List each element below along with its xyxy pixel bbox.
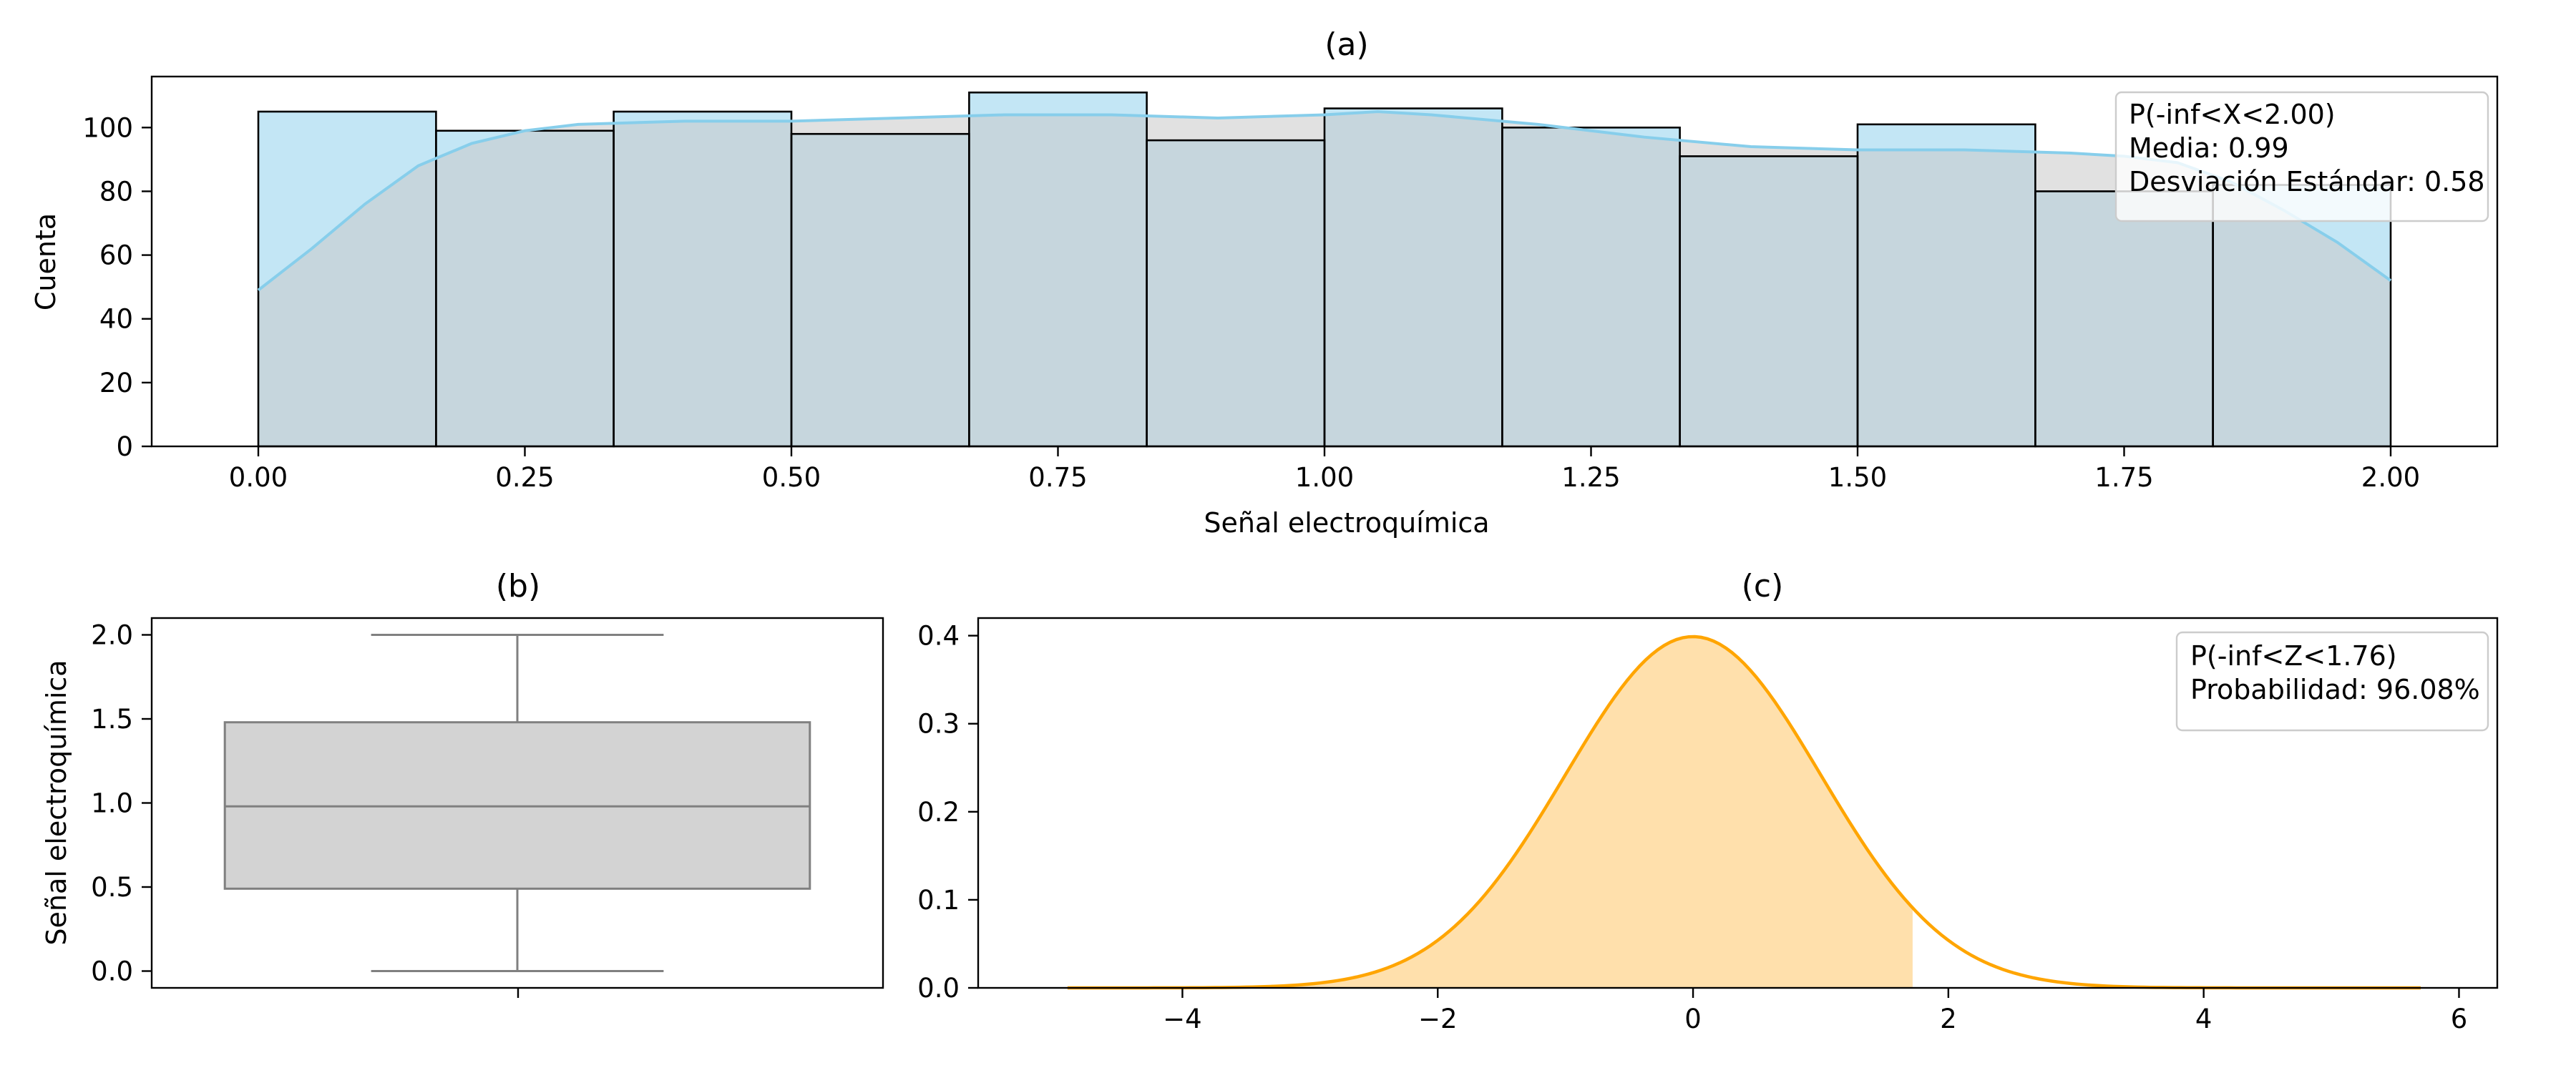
x-tick-label: 2 bbox=[1940, 1004, 1957, 1034]
panel-b-y-axis-label: Señal electroquímica bbox=[41, 660, 72, 945]
x-tick-label: 1.00 bbox=[1295, 462, 1354, 493]
y-tick-label: 100 bbox=[82, 112, 133, 143]
x-tick-label: 1.25 bbox=[1561, 462, 1620, 493]
panel-a-legend-box bbox=[2114, 91, 2489, 222]
x-tick-label: 1.50 bbox=[1828, 462, 1887, 493]
y-tick-label: 20 bbox=[99, 368, 133, 398]
y-tick-label: 0 bbox=[116, 431, 133, 462]
panel-b-boxplot: (b) 0.0 0.5 1.0 1.5 2.0 Señal electroquímica bbox=[41, 568, 884, 998]
panel-a-legend: P(-inf<X<2.00) Media: 0.99 Desviación Es… bbox=[2114, 91, 2489, 222]
panel-a-legend-line-2: Media: 0.99 bbox=[2129, 132, 2289, 164]
panel-b-title: (b) bbox=[496, 568, 540, 604]
x-tick-label: 6 bbox=[2451, 1004, 2468, 1034]
x-tick-label: 4 bbox=[2195, 1004, 2212, 1034]
panel-a-x-axis-label: Señal electroquímica bbox=[1204, 507, 1489, 539]
y-tick-label: 0.5 bbox=[91, 872, 133, 903]
panel-a-plot bbox=[257, 91, 2392, 448]
y-tick-label: 80 bbox=[99, 176, 133, 207]
y-tick-label: 0.2 bbox=[917, 797, 960, 828]
x-tick-label: 1.75 bbox=[2094, 462, 2153, 493]
y-tick-label: 0.0 bbox=[917, 973, 960, 1004]
panel-c-density: (c) −4 −2 0 2 4 6 0.0 0.1 0.2 0.3 0.4 P(-inf<Z<1.… bbox=[917, 568, 2499, 1034]
x-tick-label: 0.25 bbox=[495, 462, 554, 493]
y-tick-label: 60 bbox=[99, 240, 133, 271]
panel-b-plot bbox=[223, 634, 811, 972]
y-tick-label: 1.5 bbox=[91, 704, 133, 735]
y-tick-label: 2.0 bbox=[91, 620, 133, 651]
y-tick-label: 0.4 bbox=[917, 621, 960, 652]
x-tick-label: −2 bbox=[1418, 1004, 1458, 1034]
y-tick-label: 1.0 bbox=[91, 788, 133, 819]
panel-a-histogram: (a) 0.00 0.25 0.50 0.75 1.00 1.25 1.50 1.75 2.00… bbox=[30, 26, 2499, 539]
panel-a-legend-line-1: P(-inf<X<2.00) bbox=[2129, 99, 2336, 130]
y-tick-label: 0.0 bbox=[91, 956, 133, 987]
panel-c-legend-box bbox=[2175, 631, 2489, 732]
panel-a-y-ticks: 0 20 40 60 80 100 bbox=[82, 112, 152, 462]
panel-c-y-ticks: 0.0 0.1 0.2 0.3 0.4 bbox=[917, 621, 978, 1004]
x-tick-label: 2.00 bbox=[2361, 462, 2420, 493]
density-shaded-area bbox=[1067, 636, 1913, 988]
y-tick-label: 0.3 bbox=[917, 709, 960, 740]
x-tick-label: 0.50 bbox=[762, 462, 821, 493]
panel-a-x-ticks: 0.00 0.25 0.50 0.75 1.00 1.25 1.50 1.75 2.00 bbox=[229, 446, 2420, 493]
panel-c-x-ticks: −4 −2 0 2 4 6 bbox=[1163, 988, 2467, 1034]
y-tick-label: 40 bbox=[99, 304, 133, 335]
y-tick-label: 0.1 bbox=[917, 885, 960, 916]
panel-c-title: (c) bbox=[1742, 568, 1784, 604]
panel-c-legend-line-2: Probabilidad: 96.08% bbox=[2190, 674, 2480, 705]
x-tick-label: −4 bbox=[1163, 1004, 1202, 1034]
panel-a-y-axis-label: Cuenta bbox=[30, 213, 62, 310]
panel-c-legend: P(-inf<Z<1.76) Probabilidad: 96.08% bbox=[2175, 631, 2489, 732]
x-tick-label: 0.00 bbox=[229, 462, 288, 493]
x-tick-label: 0 bbox=[1684, 1004, 1702, 1034]
panel-c-legend-line-1: P(-inf<Z<1.76) bbox=[2190, 640, 2397, 672]
x-tick-label: 0.75 bbox=[1028, 462, 1087, 493]
panel-a-title: (a) bbox=[1324, 26, 1368, 63]
panel-a-legend-line-3: Desviación Estándar: 0.58 bbox=[2129, 166, 2485, 197]
panel-b-y-ticks: 0.0 0.5 1.0 1.5 2.0 bbox=[91, 620, 152, 987]
panel-c-axes-frame bbox=[977, 617, 2499, 989]
